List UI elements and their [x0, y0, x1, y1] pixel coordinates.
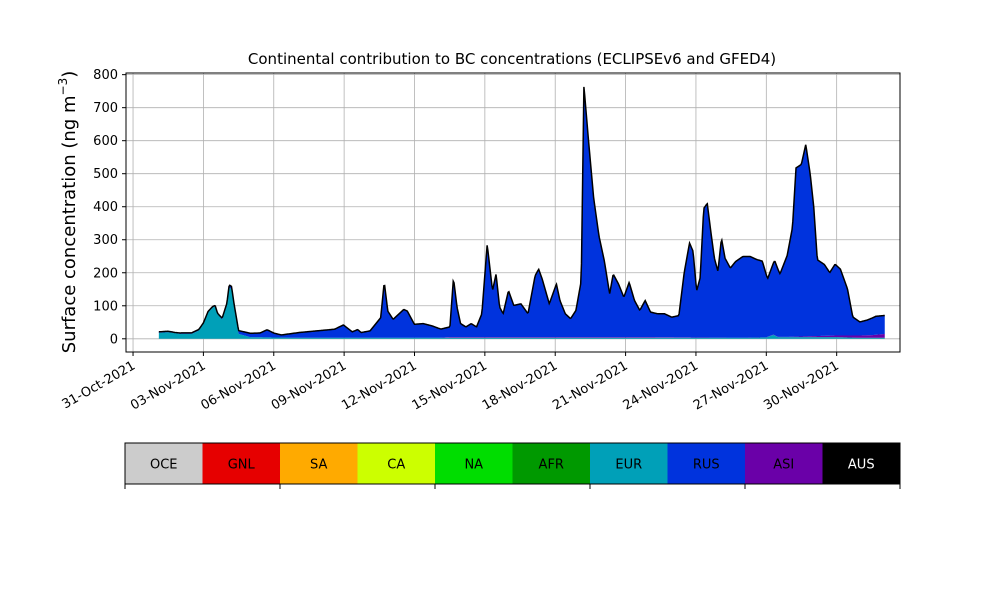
x-tick-label: 09-Nov-2021: [269, 358, 349, 413]
grid-lines: [126, 73, 900, 352]
y-tick-label: 800: [93, 68, 118, 83]
y-tick-label: 0: [110, 332, 118, 347]
x-axis: 31-Oct-202103-Nov-202106-Nov-202109-Nov-…: [60, 352, 842, 413]
legend-label-na: NA: [464, 458, 483, 473]
y-axis: 0 100 200 300 400 500 600 700 800: [93, 68, 126, 347]
y-tick-label: 600: [93, 134, 118, 149]
area-eur: [158, 288, 885, 339]
x-tick-label: 31-Oct-2021: [60, 358, 138, 412]
area-series: [158, 86, 885, 339]
x-tick-label: 15-Nov-2021: [410, 358, 490, 413]
legend-swatch-rus: [667, 443, 745, 484]
y-tick-label: 500: [93, 167, 118, 182]
y-axis-label-exponent: −3: [56, 78, 70, 96]
y-tick-label: 300: [93, 233, 118, 248]
legend-label-rus: RUS: [693, 458, 720, 473]
total-outline: [158, 86, 885, 336]
x-tick-label: 21-Nov-2021: [550, 358, 630, 413]
legend-label-oce: OCE: [150, 458, 178, 473]
plot-frame: [125, 72, 901, 353]
x-tick-label: 12-Nov-2021: [339, 358, 419, 413]
x-tick-label: 18-Nov-2021: [480, 358, 560, 413]
legend-swatch-na: [435, 443, 513, 484]
chart-title: Continental contribution to BC concentra…: [248, 50, 776, 68]
y-tick-label: 400: [93, 200, 118, 215]
legend-label-eur: EUR: [615, 458, 642, 473]
x-tick-label: 30-Nov-2021: [761, 358, 841, 413]
x-tick-label: 06-Nov-2021: [198, 358, 278, 413]
y-axis-label-main: Surface concentration (ng m: [59, 95, 80, 353]
legend-label-sa: SA: [310, 458, 327, 473]
legend-label-aus: AUS: [848, 458, 875, 473]
y-tick-label: 100: [93, 299, 118, 314]
y-tick-label: 200: [93, 266, 118, 281]
area-rus: [158, 87, 885, 338]
legend-swatch-gnl: [202, 443, 280, 484]
legend-swatch-oce: [125, 443, 203, 484]
y-axis-label-close: ): [59, 71, 80, 78]
legend-swatch-ca: [357, 443, 435, 484]
x-tick-label: 27-Nov-2021: [691, 358, 771, 413]
y-tick-label: 700: [93, 101, 118, 116]
legend-frame: [124, 442, 901, 485]
legend-label-ca: CA: [387, 458, 405, 473]
legend-swatch-asi: [745, 443, 823, 484]
y-axis-label: Surface concentration (ng m−3): [56, 71, 80, 354]
x-tick-label: 03-Nov-2021: [128, 358, 208, 413]
legend-label-afr: AFR: [539, 458, 564, 473]
x-tick-label: 24-Nov-2021: [621, 358, 701, 413]
legend-swatch-afr: [512, 443, 590, 484]
legend-swatch-sa: [280, 443, 358, 484]
legend-label-asi: ASI: [773, 458, 794, 473]
legend-swatch-aus: [822, 443, 900, 484]
legend-label-gnl: GNL: [228, 458, 256, 473]
legend-colorbar: OCE GNL SA CA NA AFR EUR RUS ASI AUS: [124, 442, 901, 489]
legend-swatch-eur: [590, 443, 668, 484]
